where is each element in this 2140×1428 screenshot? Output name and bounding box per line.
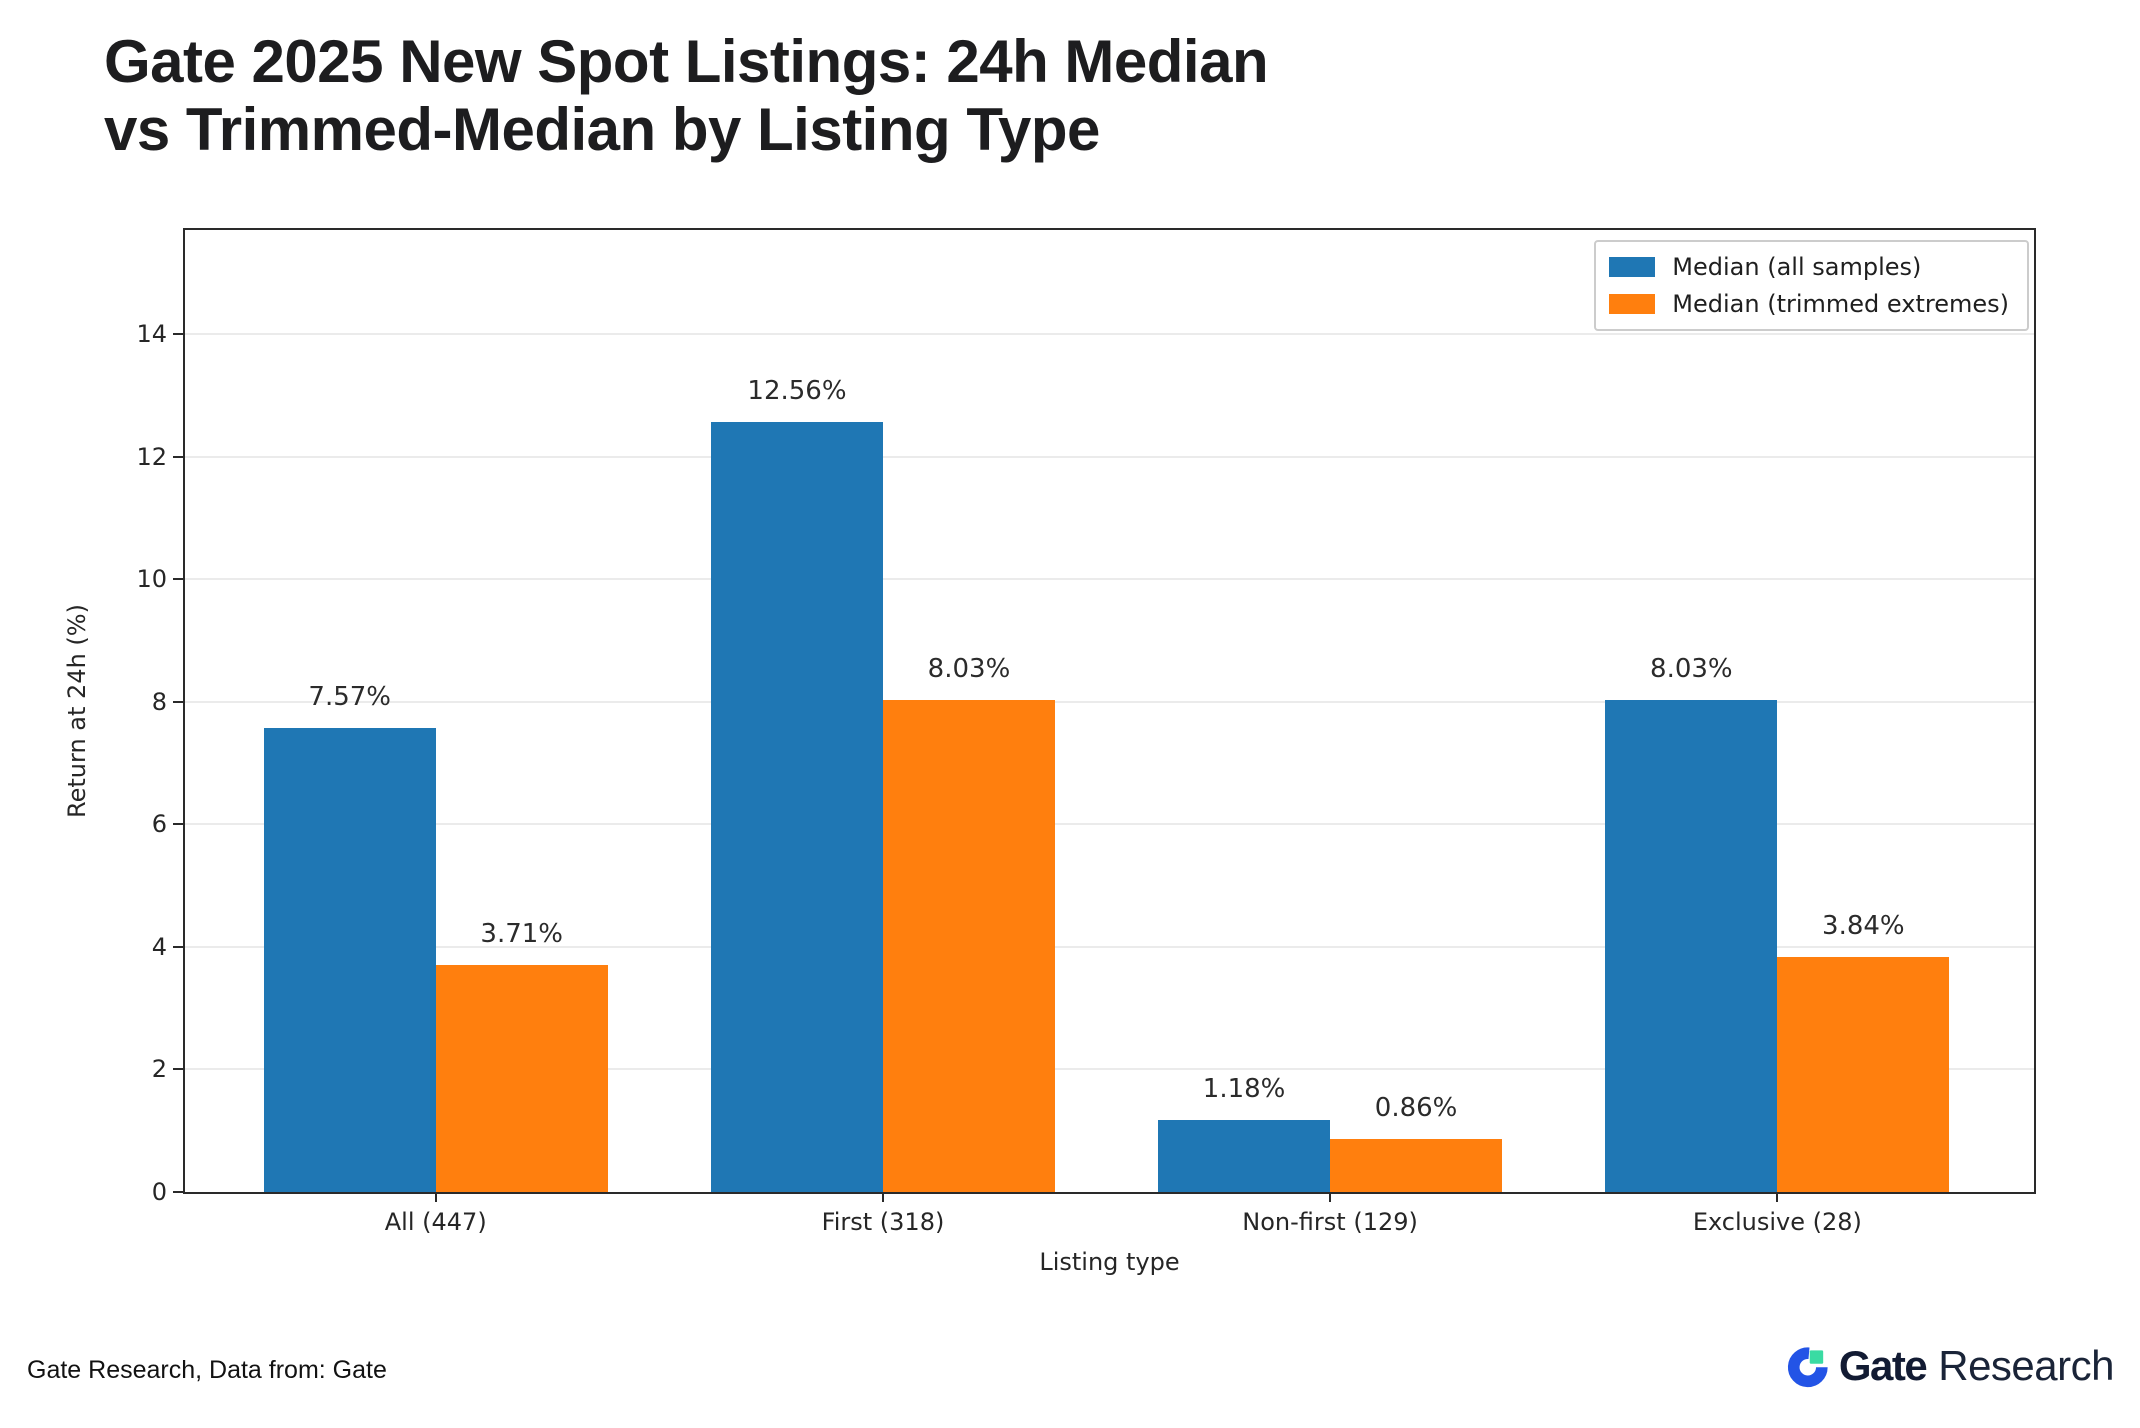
gridline-y-10	[185, 578, 2034, 581]
y-tick-mark-0	[173, 1191, 183, 1193]
bar-median-trimmed-extremes-first-318	[882, 699, 1055, 1192]
x-tick-label-first-318: First (318)	[821, 1208, 945, 1236]
gridline-y-14	[185, 333, 2034, 336]
gridline-y-4	[185, 945, 2034, 948]
y-tick-label-14: 14	[136, 320, 167, 349]
value-label-median-all-samples-all-447: 7.57%	[308, 682, 392, 713]
bar-median-all-samples-all-447	[263, 728, 436, 1192]
y-axis-label: Return at 24h (%)	[63, 604, 91, 818]
y-tick-mark-6	[173, 823, 183, 826]
value-label-median-trimmed-extremes-all-447: 3.71%	[480, 918, 564, 949]
x-tick-mark-all-447	[434, 1192, 437, 1202]
y-tick-label-8: 8	[151, 687, 167, 716]
y-tick-mark-4	[173, 945, 183, 948]
gridline-y-12	[185, 455, 2034, 458]
x-tick-label-exclusive-28: Exclusive (28)	[1692, 1208, 1862, 1236]
x-axis-label: Listing type	[1039, 1248, 1180, 1276]
x-tick-label-all-447: All (447)	[384, 1208, 487, 1236]
y-tick-label-4: 4	[151, 932, 167, 961]
chart-title: Gate 2025 New Spot Listings: 24h Median …	[104, 28, 1269, 164]
bar-median-all-samples-exclusive-28	[1605, 699, 1778, 1192]
y-tick-mark-14	[173, 333, 183, 336]
value-label-median-all-samples-non-first-129: 1.18%	[1202, 1073, 1286, 1104]
plot-area: Return at 24h (%) Listing type Median (a…	[63, 228, 2036, 1276]
legend: Median (all samples) Median (trimmed extr…	[1594, 240, 2029, 331]
x-tick-label-non-first-129: Non-first (129)	[1242, 1208, 1418, 1236]
gate-logo-icon	[1787, 1347, 1828, 1388]
legend-label-median-trimmed-extremes: Median (trimmed extremes)	[1672, 290, 2009, 318]
bar-median-trimmed-extremes-all-447	[435, 964, 608, 1192]
y-tick-label-10: 10	[136, 565, 167, 594]
y-tick-label-6: 6	[151, 810, 167, 839]
value-label-median-trimmed-extremes-non-first-129: 0.86%	[1374, 1093, 1458, 1124]
legend-item-median-all-samples: Median (all samples)	[1609, 253, 2009, 281]
legend-swatch-median-trimmed-extremes	[1609, 294, 1656, 314]
legend-item-median-trimmed-extremes: Median (trimmed extremes)	[1609, 290, 2009, 318]
x-tick-mark-non-first-129	[1329, 1192, 1332, 1202]
y-tick-label-0: 0	[151, 1178, 167, 1206]
value-label-median-all-samples-exclusive-28: 8.03%	[1650, 653, 1733, 684]
chart-title-line1: Gate 2025 New Spot Listings: 24h Median	[104, 28, 1269, 95]
gate-research-logo: Gate Research	[1787, 1338, 2114, 1394]
value-label-median-trimmed-extremes-first-318: 8.03%	[927, 653, 1011, 684]
y-tick-mark-2	[173, 1068, 183, 1071]
value-label-median-all-samples-first-318: 12.56%	[747, 376, 847, 407]
legend-swatch-median-all-samples	[1609, 257, 1656, 277]
bar-median-all-samples-non-first-129	[1158, 1119, 1331, 1192]
x-tick-mark-first-318	[881, 1192, 884, 1202]
y-tick-mark-12	[173, 455, 183, 458]
y-tick-label-12: 12	[136, 442, 167, 471]
y-tick-mark-10	[173, 578, 183, 581]
gridline-y-8	[185, 700, 2034, 703]
footer-source-text: Gate Research, Data from: Gate	[27, 1356, 387, 1384]
logo-brand-text: Gate	[1838, 1342, 1928, 1389]
gridline-y-6	[185, 823, 2034, 826]
logo-suffix-text: Research	[1938, 1342, 2114, 1389]
legend-label-median-all-samples: Median (all samples)	[1672, 253, 1922, 281]
bar-median-trimmed-extremes-non-first-129	[1330, 1139, 1503, 1192]
y-tick-mark-8	[173, 700, 183, 703]
value-label-median-trimmed-extremes-exclusive-28: 3.84%	[1822, 910, 1905, 941]
chart-title-line2: vs Trimmed-Median by Listing Type	[104, 96, 1100, 163]
x-tick-mark-exclusive-28	[1776, 1192, 1779, 1202]
bar-median-trimmed-extremes-exclusive-28	[1777, 956, 1950, 1192]
gridline-y-2	[185, 1068, 2034, 1071]
y-tick-label-2: 2	[151, 1055, 167, 1084]
bar-median-all-samples-first-318	[710, 422, 883, 1192]
